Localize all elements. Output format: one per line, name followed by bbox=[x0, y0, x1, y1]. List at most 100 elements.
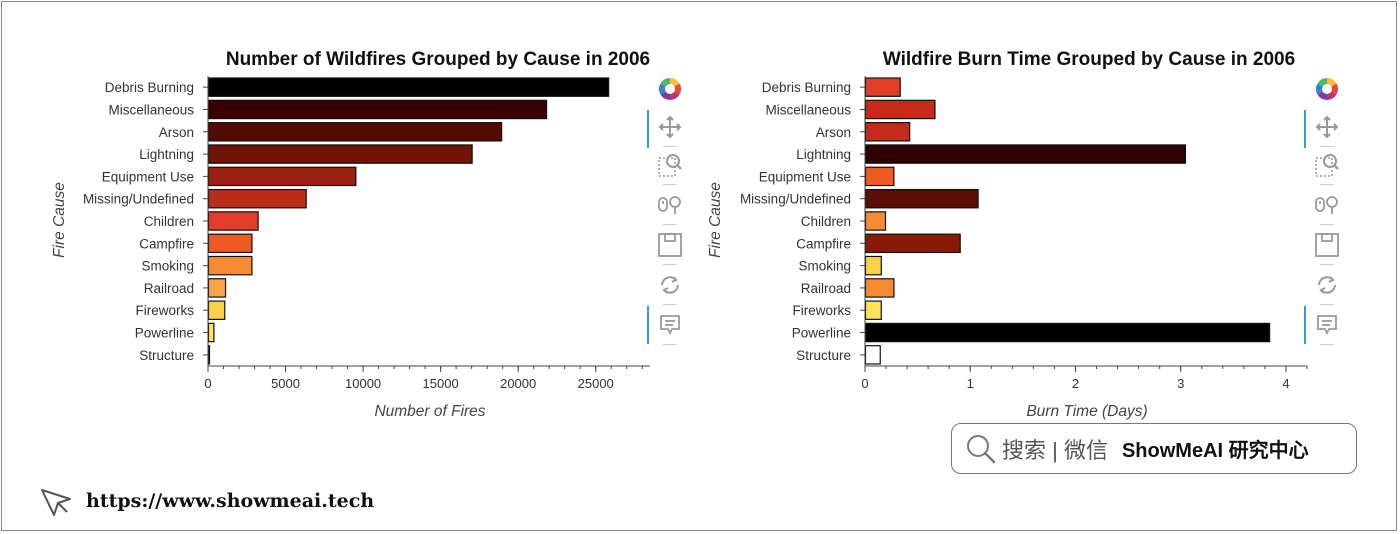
y-tick-label: Arson bbox=[816, 125, 851, 140]
y-tick-label: Campfire bbox=[139, 236, 194, 251]
bar[interactable] bbox=[207, 345, 211, 365]
bar[interactable] bbox=[864, 188, 979, 209]
search-icon bbox=[967, 434, 996, 463]
x-tick-label: 0 bbox=[204, 376, 211, 391]
y-tick-label: Children bbox=[801, 214, 851, 229]
pan-icon[interactable] bbox=[1312, 112, 1342, 142]
tool-active-indicator bbox=[1304, 110, 1306, 148]
toolbar-separator bbox=[663, 344, 677, 345]
save-icon[interactable] bbox=[1312, 230, 1342, 260]
bar[interactable] bbox=[207, 211, 259, 231]
toolbar-separator bbox=[663, 184, 677, 185]
x-tick-label: 5000 bbox=[271, 376, 300, 391]
y-tick-label: Missing/Undefined bbox=[740, 192, 851, 207]
x-tick-label: 20000 bbox=[500, 376, 536, 391]
toolbar-separator bbox=[1320, 224, 1334, 225]
x-tick-label: 0 bbox=[861, 376, 868, 391]
watermark-brand: ShowMeAI 研究中心 bbox=[1121, 440, 1309, 462]
y-tick-label: Railroad bbox=[801, 281, 851, 296]
wheel-zoom-icon[interactable] bbox=[655, 190, 685, 220]
bar[interactable] bbox=[207, 166, 357, 187]
box-zoom-icon[interactable] bbox=[1312, 150, 1342, 180]
chart-title: Wildfire Burn Time Grouped by Cause in 2… bbox=[883, 49, 1295, 70]
y-axis-label: Fire Cause bbox=[51, 182, 68, 258]
bar[interactable] bbox=[864, 99, 936, 120]
bar[interactable] bbox=[864, 278, 895, 298]
bar[interactable] bbox=[864, 255, 882, 276]
bar[interactable] bbox=[207, 122, 503, 142]
bar[interactable] bbox=[207, 99, 548, 120]
chart-burn-time: Wildfire Burn Time Grouped by Cause in 2… bbox=[707, 49, 1308, 420]
watermark-search-text: 搜索 | 微信 bbox=[1002, 437, 1108, 463]
pan-icon[interactable] bbox=[655, 112, 685, 142]
y-tick-label: Structure bbox=[796, 348, 851, 363]
y-tick-label: Smoking bbox=[141, 259, 194, 274]
bar[interactable] bbox=[864, 345, 881, 365]
reset-icon[interactable] bbox=[655, 270, 685, 300]
y-tick-label: Arson bbox=[159, 125, 194, 140]
bar[interactable] bbox=[864, 122, 911, 142]
x-tick-label: 4 bbox=[1282, 376, 1289, 391]
bar[interactable] bbox=[864, 211, 887, 231]
reset-icon[interactable] bbox=[1312, 270, 1342, 300]
y-tick-label: Miscellaneous bbox=[765, 102, 851, 117]
bar[interactable] bbox=[864, 144, 1187, 164]
chart-toolbar-right bbox=[1304, 74, 1352, 345]
bar[interactable] bbox=[207, 77, 610, 97]
bar[interactable] bbox=[207, 233, 253, 254]
bar[interactable] bbox=[864, 166, 895, 187]
toolbar-separator bbox=[1320, 264, 1334, 265]
y-tick-label: Miscellaneous bbox=[108, 102, 194, 117]
chart-fire-count: Number of Wildfires Grouped by Cause in … bbox=[51, 49, 650, 420]
bar[interactable] bbox=[864, 233, 961, 254]
footer-url-link[interactable]: https://www.showmeai.tech bbox=[86, 490, 375, 512]
y-tick-label: Railroad bbox=[144, 281, 194, 296]
y-tick-label: Fireworks bbox=[135, 303, 194, 318]
bar[interactable] bbox=[864, 300, 882, 320]
y-tick-label: Structure bbox=[139, 348, 194, 363]
tool-active-indicator bbox=[647, 110, 649, 148]
y-tick-label: Debris Burning bbox=[105, 80, 194, 95]
y-tick-label: Equipment Use bbox=[759, 169, 851, 184]
tool-active-indicator bbox=[1304, 306, 1306, 344]
bar[interactable] bbox=[207, 255, 253, 276]
box-zoom-icon[interactable] bbox=[655, 150, 685, 180]
hover-icon[interactable] bbox=[655, 310, 685, 340]
cursor-pointer-icon bbox=[41, 489, 71, 516]
x-tick-label: 1 bbox=[967, 376, 974, 391]
x-axis-label: Burn Time (Days) bbox=[1026, 403, 1147, 420]
bar[interactable] bbox=[207, 322, 215, 343]
y-tick-label: Debris Burning bbox=[762, 80, 851, 95]
y-tick-label: Equipment Use bbox=[102, 169, 194, 184]
toolbar-separator bbox=[1320, 344, 1334, 345]
save-icon[interactable] bbox=[655, 230, 685, 260]
x-tick-label: 3 bbox=[1177, 376, 1184, 391]
y-tick-label: Campfire bbox=[796, 236, 851, 251]
bar[interactable] bbox=[207, 144, 473, 164]
y-axis-label: Fire Cause bbox=[707, 182, 724, 258]
x-tick-label: 25000 bbox=[578, 376, 614, 391]
bar[interactable] bbox=[207, 188, 307, 209]
bokeh-logo-icon bbox=[655, 74, 685, 104]
toolbar-separator bbox=[663, 304, 677, 305]
x-tick-label: 10000 bbox=[345, 376, 381, 391]
watermark-badge: 搜索 | 微信 ShowMeAI 研究中心 bbox=[951, 423, 1357, 474]
y-tick-label: Smoking bbox=[798, 259, 851, 274]
y-tick-label: Lightning bbox=[796, 147, 851, 162]
bar[interactable] bbox=[207, 300, 226, 320]
y-tick-label: Powerline bbox=[792, 326, 851, 341]
toolbar-separator bbox=[663, 146, 677, 147]
toolbar-separator bbox=[1320, 184, 1334, 185]
bar[interactable] bbox=[864, 322, 1271, 343]
chart-title: Number of Wildfires Grouped by Cause in … bbox=[226, 49, 650, 70]
tool-active-indicator bbox=[647, 306, 649, 344]
bar[interactable] bbox=[864, 77, 901, 97]
y-tick-label: Fireworks bbox=[792, 303, 851, 318]
wheel-zoom-icon[interactable] bbox=[1312, 190, 1342, 220]
bar[interactable] bbox=[207, 278, 227, 298]
y-tick-label: Missing/Undefined bbox=[83, 192, 194, 207]
x-axis-label: Number of Fires bbox=[374, 403, 485, 420]
hover-icon[interactable] bbox=[1312, 310, 1342, 340]
x-tick-label: 2 bbox=[1072, 376, 1079, 391]
